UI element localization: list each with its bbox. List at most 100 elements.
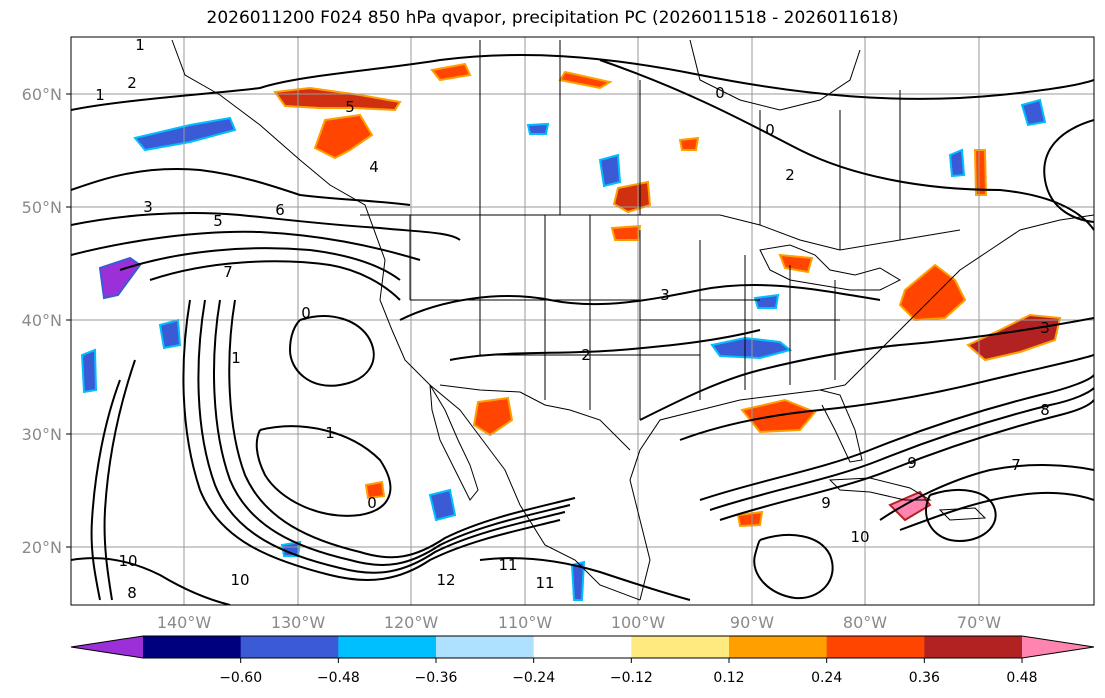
contour-line	[479, 557, 691, 601]
lon-tick-label: 140°W	[157, 613, 212, 632]
east-coast	[844, 214, 1094, 386]
lon-tick-label: 80°W	[843, 613, 887, 632]
gulf-coast	[629, 384, 846, 601]
shade-cool	[133, 116, 237, 152]
contour-label: 2	[581, 346, 591, 364]
contour-line	[197, 299, 566, 574]
contour-label: 9	[907, 454, 917, 472]
shade-cool	[753, 293, 780, 309]
contour-line	[899, 491, 1094, 531]
canada-borders	[479, 40, 901, 250]
contour-label: 7	[1011, 456, 1021, 474]
contour-label: 5	[345, 98, 355, 116]
shade-warm	[966, 313, 1062, 362]
contour-line	[149, 260, 401, 301]
colorbar-outline	[70, 635, 1095, 659]
colorbar-tick-label: −0.60	[219, 670, 262, 686]
contour-label: 10	[850, 528, 869, 546]
shade-warm	[558, 70, 613, 90]
contour-line	[599, 59, 1094, 231]
lon-tick-label: 70°W	[957, 613, 1001, 632]
shade-cool	[98, 256, 142, 300]
shade-warm	[736, 510, 764, 528]
contour-label: 0	[765, 121, 775, 139]
colorbar-tick-label: 0.12	[713, 670, 744, 686]
contour-line	[679, 354, 1094, 441]
contour-label: 11	[498, 556, 517, 574]
hudson-bay	[689, 39, 861, 111]
contour-line	[753, 534, 834, 600]
west-coast	[171, 39, 641, 601]
contour-line	[182, 299, 561, 581]
contour-label: 3	[143, 198, 153, 216]
shade-warm	[610, 224, 642, 241]
contour-label: 2	[127, 74, 137, 92]
map-title: 2026011200 F024 850 hPa qvapor, precipit…	[206, 8, 899, 28]
colorbar-tick-label: −0.24	[512, 670, 555, 686]
contour-label: 7	[223, 263, 233, 281]
baja-california	[429, 384, 479, 501]
contour-line	[719, 399, 1094, 521]
contour-line	[71, 212, 461, 241]
shade-cool	[526, 122, 550, 135]
latitude-ticks: 60°N 50°N 40°N 30°N 20°N	[22, 85, 71, 557]
colorbar-segment	[924, 636, 1023, 658]
contour-label: 4	[369, 158, 379, 176]
lon-tick-label: 110°W	[498, 613, 553, 632]
shade-warm	[364, 480, 386, 500]
contour-label: 10	[230, 571, 249, 589]
colorbar-tick-label: 0.48	[1006, 670, 1037, 686]
colorbar-segment	[729, 636, 828, 658]
contour-label: 0	[367, 494, 377, 512]
contour-label: 5	[213, 212, 223, 230]
colorbar-extend-high	[1022, 636, 1094, 658]
shade-warm	[898, 263, 967, 322]
lon-tick-label: 130°W	[271, 613, 326, 632]
contour-label: 2	[785, 166, 795, 184]
shade-warm	[888, 490, 932, 522]
contour-line	[71, 557, 231, 605]
contour-label: 3	[660, 286, 670, 304]
coastlines-and-borders	[171, 39, 1094, 601]
lon-tick-label: 100°W	[611, 613, 666, 632]
colorbar-segment	[826, 636, 925, 658]
colorbar-segment	[338, 636, 437, 658]
contour-label: 0	[715, 84, 725, 102]
shade-warm	[612, 180, 652, 214]
shade-cool	[598, 153, 622, 188]
colorbar-segment	[436, 636, 535, 658]
lat-tick-label: 60°N	[22, 85, 62, 104]
lat-tick-label: 20°N	[22, 538, 62, 557]
colorbar-segments	[71, 636, 1094, 658]
contour-label: 1	[231, 349, 241, 367]
contour-line	[1043, 119, 1094, 223]
contour-line	[449, 329, 761, 361]
contour-line	[709, 387, 1094, 511]
lat-tick-label: 40°N	[22, 311, 62, 330]
shade-cool	[80, 348, 98, 394]
shade-cool	[570, 560, 586, 601]
lon-tick-label: 90°W	[730, 613, 774, 632]
shade-cool	[948, 148, 966, 178]
colorbar-segment	[240, 636, 339, 658]
contour-label: 9	[821, 494, 831, 512]
map-background	[71, 37, 1094, 605]
contour-label: 11	[535, 574, 554, 592]
contour-line	[213, 299, 571, 566]
contour-line	[699, 374, 1094, 501]
florida	[819, 389, 863, 463]
lon-tick-label: 120°W	[384, 613, 439, 632]
colorbar-segment	[533, 636, 632, 658]
contour-label: 10	[118, 552, 137, 570]
qvapor-contours	[71, 54, 1094, 605]
contour-line	[228, 299, 576, 559]
colorbar-ticks: −0.60 −0.48 −0.36 −0.24 −0.12 0.12 0.24 0.36 0.4…	[219, 658, 1105, 686]
shade-cool	[428, 488, 457, 522]
contour-line	[925, 489, 997, 542]
shade-warm	[472, 396, 514, 437]
contour-label: 1	[95, 86, 105, 104]
colorbar-segment	[143, 636, 242, 658]
colorbar-segment	[631, 636, 730, 658]
contour-label: 8	[127, 584, 137, 602]
